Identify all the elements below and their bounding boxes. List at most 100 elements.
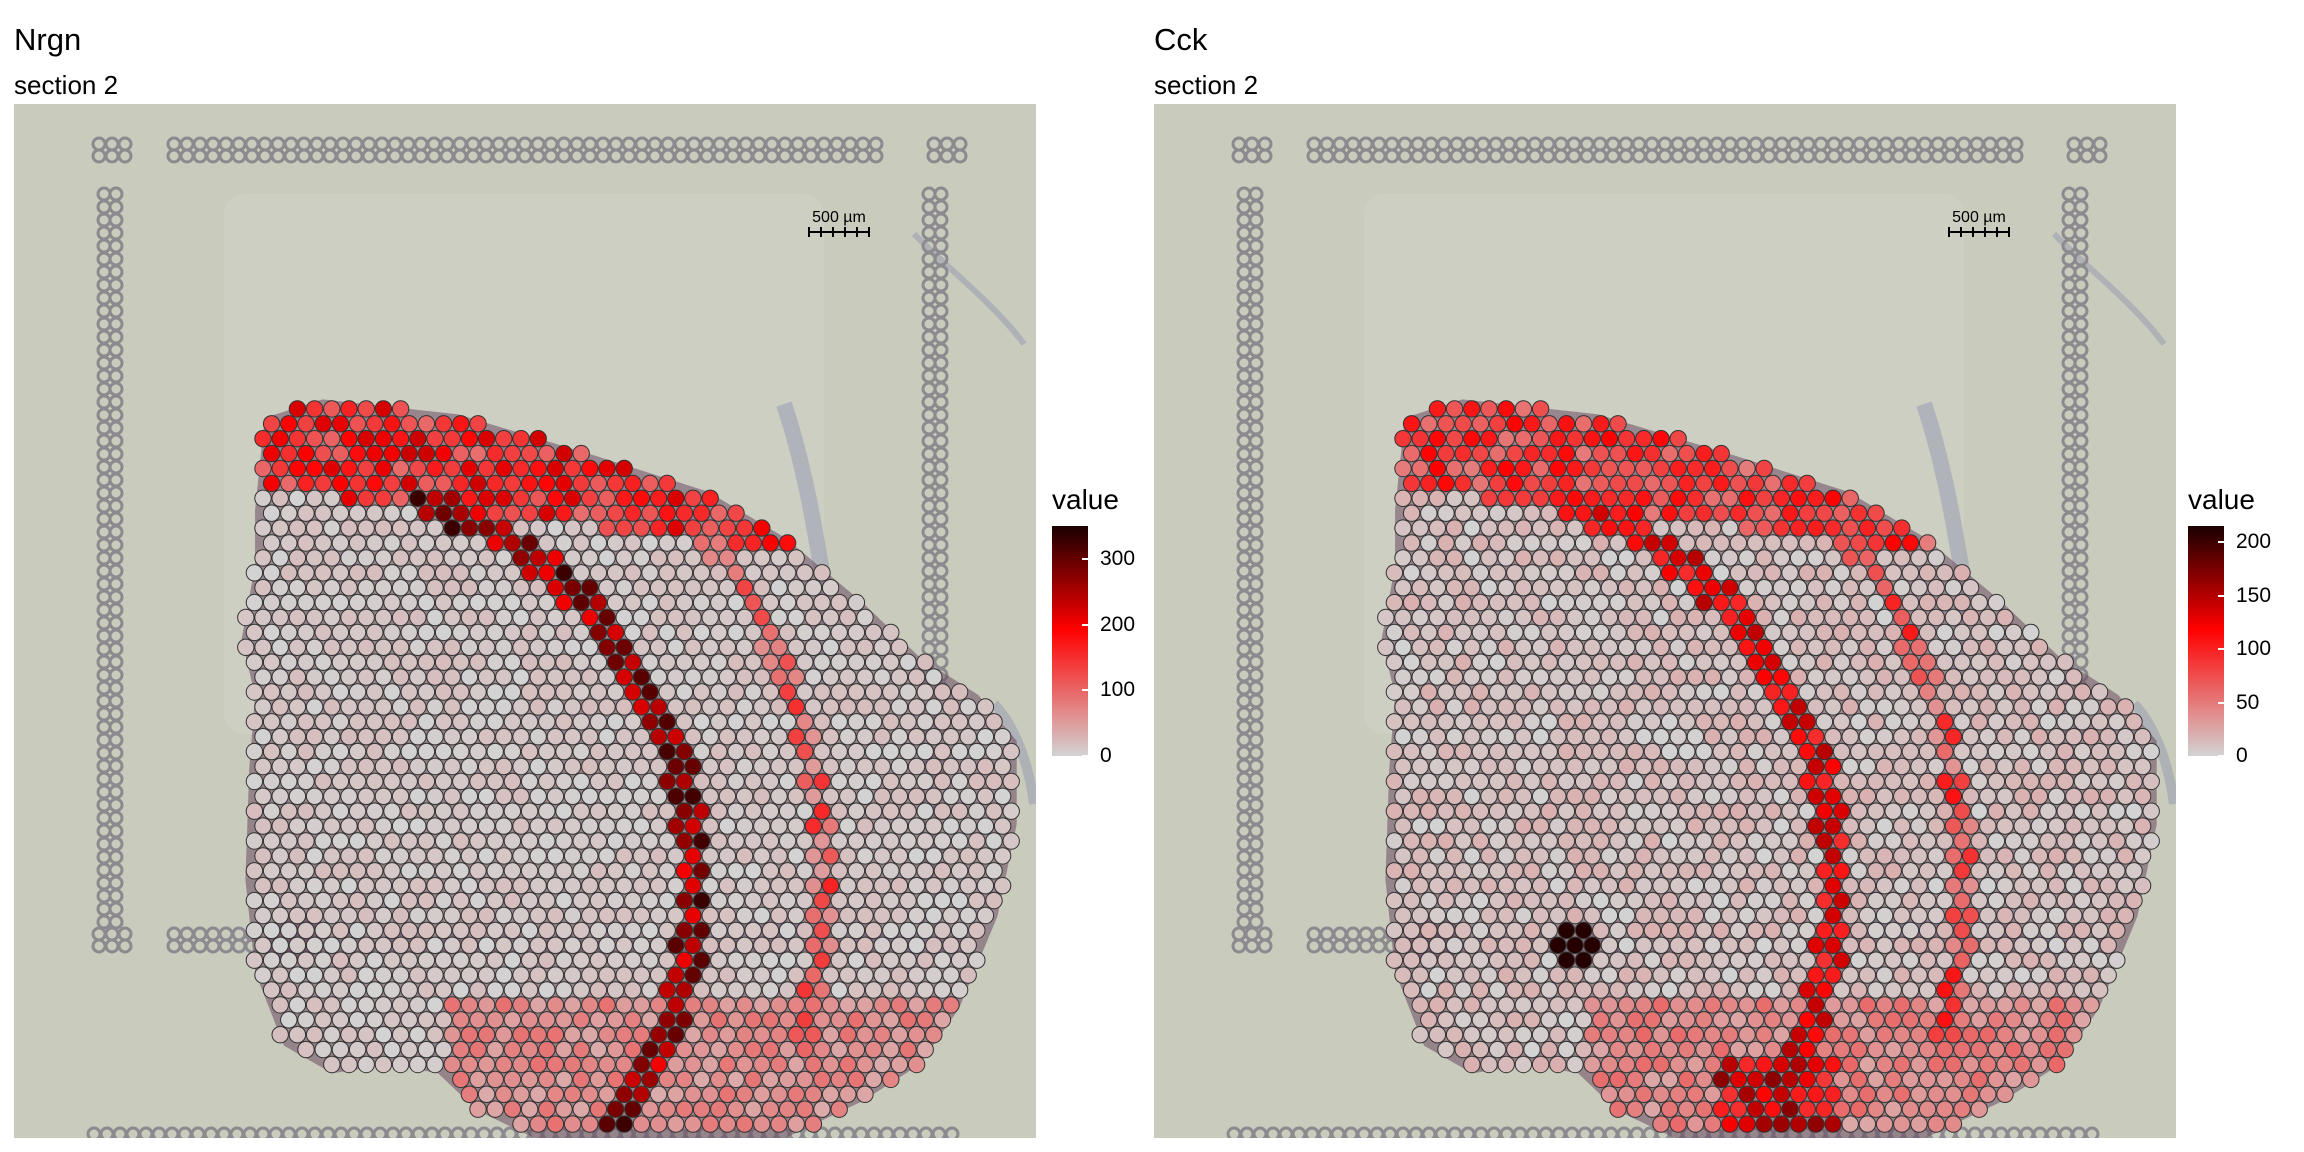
spot <box>512 668 530 686</box>
spot <box>2133 817 2152 835</box>
spot <box>658 504 676 522</box>
spot <box>1617 817 1636 835</box>
spot <box>916 772 934 791</box>
spot <box>503 1100 522 1118</box>
spot <box>1514 668 1533 686</box>
spot <box>305 638 324 656</box>
spot <box>1987 713 2006 731</box>
spot <box>374 459 393 478</box>
spot <box>598 787 616 805</box>
spot <box>245 713 264 731</box>
spot <box>581 817 599 835</box>
spot <box>2099 906 2117 925</box>
spot <box>1858 579 1877 597</box>
spot <box>503 772 522 791</box>
spot <box>1703 698 1722 716</box>
spot <box>787 668 805 686</box>
spot <box>469 534 487 552</box>
spot <box>1686 817 1705 835</box>
spot <box>1884 713 1902 731</box>
spot <box>572 891 590 910</box>
spot <box>374 906 393 925</box>
spot <box>2108 921 2126 940</box>
spot <box>1652 698 1670 716</box>
spot <box>1488 742 1507 761</box>
spot <box>529 698 547 716</box>
spot <box>649 668 668 686</box>
spot <box>1746 891 1765 910</box>
spot <box>1549 579 1567 597</box>
spot <box>882 742 900 761</box>
spot <box>1635 757 1653 776</box>
spot <box>727 1100 745 1118</box>
spot <box>787 608 805 627</box>
spot <box>1660 742 1679 761</box>
spot <box>452 921 470 940</box>
spot <box>2022 862 2040 880</box>
spot <box>1764 623 1782 642</box>
spot <box>1428 906 1447 925</box>
spot <box>1445 877 1464 895</box>
spot <box>950 742 969 761</box>
spot <box>2004 862 2023 880</box>
spot <box>701 608 719 627</box>
spot <box>452 862 470 880</box>
spot <box>1002 832 1020 850</box>
spot <box>873 698 891 716</box>
spot <box>718 757 737 776</box>
spot <box>288 1026 307 1044</box>
spot <box>1488 772 1507 791</box>
spot <box>2125 891 2143 910</box>
spot <box>1445 906 1464 925</box>
spot <box>366 951 384 969</box>
spot <box>864 623 883 642</box>
spot <box>1583 757 1601 776</box>
spot <box>2108 742 2126 761</box>
spot <box>615 1085 633 1103</box>
spot <box>589 802 608 820</box>
spot <box>1901 772 1920 791</box>
spot <box>495 1085 513 1103</box>
spot <box>1514 966 1533 984</box>
spot <box>2030 787 2049 805</box>
spot <box>1807 489 1825 507</box>
spot <box>856 996 874 1014</box>
spot <box>1540 653 1558 671</box>
spot <box>245 742 264 761</box>
spot <box>753 608 771 627</box>
spot <box>1824 1055 1842 1074</box>
spot <box>1428 1026 1447 1044</box>
spot <box>624 653 642 671</box>
spot <box>1884 1011 1902 1029</box>
spot <box>649 698 668 716</box>
spot <box>847 862 866 880</box>
spot <box>452 653 470 671</box>
spot <box>1893 608 1911 627</box>
spot <box>1755 847 1773 865</box>
spot <box>486 504 504 522</box>
spot <box>1729 1011 1748 1029</box>
spot <box>409 549 427 567</box>
spot <box>1669 579 1687 597</box>
spot <box>417 772 436 791</box>
spot <box>1385 862 1404 880</box>
spot <box>555 1040 573 1059</box>
spot <box>1970 772 1988 791</box>
spot <box>770 936 788 954</box>
spot <box>1738 996 1756 1014</box>
spot <box>1953 742 1971 761</box>
spot <box>1583 1055 1601 1074</box>
spot <box>1549 996 1567 1014</box>
spot <box>1678 862 1696 880</box>
spot <box>305 400 324 418</box>
spot <box>314 862 332 880</box>
spot <box>409 430 427 448</box>
spot <box>1523 1011 1541 1029</box>
spot <box>1789 1026 1808 1044</box>
spot <box>770 1055 788 1074</box>
spot <box>460 549 479 567</box>
spot <box>1454 951 1472 969</box>
spot <box>770 906 788 925</box>
spot <box>426 1055 444 1074</box>
spot <box>1437 832 1455 850</box>
